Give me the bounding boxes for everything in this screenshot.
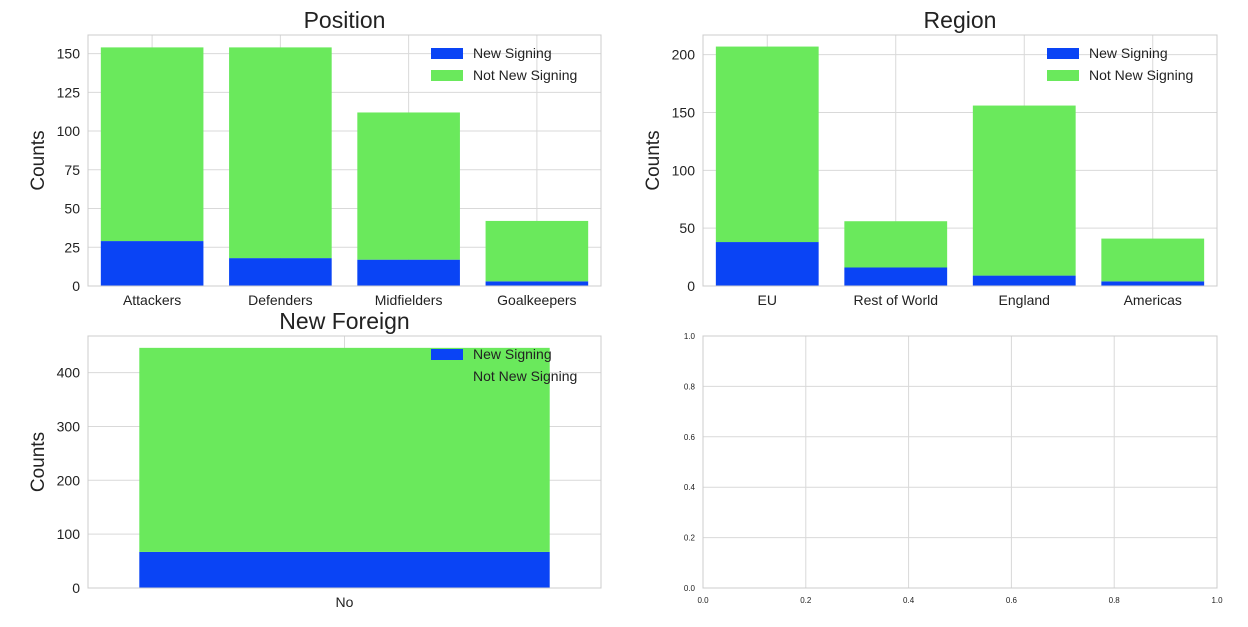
bar-new-signing-rest-of-world (844, 267, 948, 286)
legend-swatch-not-new-signing (431, 70, 463, 81)
bar-new-signing-americas (1101, 281, 1205, 286)
plot-frame (87, 335, 602, 589)
y-tick-label: 100 (672, 162, 696, 178)
y-axis-label: Counts (643, 130, 664, 190)
legend-label: Not New Signing (473, 67, 577, 83)
legend-label: New Signing (473, 346, 552, 362)
bar-new-signing-eu (715, 242, 819, 286)
y-tick-label: 200 (57, 472, 81, 488)
x-tick-label: 0.6 (1006, 596, 1018, 605)
legend-label: New Signing (1089, 45, 1168, 61)
x-tick-label: Midfielders (375, 292, 443, 308)
y-tick-label: 0.0 (684, 584, 696, 593)
y-tick-label: 50 (679, 220, 695, 236)
bar-not-new-signing-defenders (229, 47, 332, 259)
x-tick-label: Americas (1124, 292, 1182, 308)
chart-panel-2: 0 50 100 150 200 EU Rest of World England Americ… (643, 7, 1218, 308)
y-tick-label: 200 (672, 47, 696, 63)
y-tick-label: 0.4 (684, 483, 696, 492)
bar-new-signing-attackers (100, 241, 204, 286)
y-tick-label: 150 (57, 46, 81, 62)
chart-panel-3: 0 100 200 300 400 No New Foreign Counts New Sign… (28, 308, 602, 610)
plot-frame (702, 335, 1218, 589)
y-tick-label: 0.2 (684, 534, 696, 543)
bar-not-new-signing-eu (715, 46, 819, 243)
y-tick-label: 25 (64, 239, 80, 255)
bar-not-new-signing-americas (1101, 238, 1205, 282)
y-axis-label: Counts (28, 130, 49, 190)
legend-swatch-new-signing (431, 48, 463, 59)
bar-new-signing-defenders (229, 258, 332, 286)
bar-new-signing-goalkeepers (485, 281, 589, 286)
legend-swatch-not-new-signing (431, 371, 463, 382)
bar-not-new-signing-rest-of-world (844, 221, 948, 268)
x-tick-label: 0.0 (697, 596, 709, 605)
y-tick-label: 100 (57, 123, 81, 139)
plot-frame (702, 34, 1218, 287)
plot-frame (87, 34, 602, 287)
legend-label: Not New Signing (473, 368, 577, 384)
y-tick-label: 0.6 (684, 433, 696, 442)
x-tick-label: Rest of World (853, 292, 938, 308)
x-tick-label: Attackers (123, 292, 181, 308)
x-tick-label: Goalkeepers (497, 292, 576, 308)
x-tick-label: 0.8 (1109, 596, 1121, 605)
x-tick-label: 0.2 (800, 596, 812, 605)
chart-title: Position (304, 7, 386, 33)
bar-not-new-signing-attackers (100, 47, 204, 242)
chart-title: New Foreign (279, 308, 409, 334)
legend: New Signing Not New Signing (431, 45, 577, 83)
y-tick-label: 150 (672, 104, 696, 120)
y-tick-label: 400 (57, 365, 81, 381)
chart-title: Region (924, 7, 997, 33)
bar-new-signing-england (972, 275, 1076, 286)
x-tick-label: Defenders (248, 292, 313, 308)
chart-panel-1: 0 25 50 75 100 125 150 Attackers Defenders Midfie… (28, 7, 602, 308)
y-tick-label: 1.0 (684, 332, 696, 341)
legend: New Signing Not New Signing (1047, 45, 1193, 83)
y-tick-label: 100 (57, 526, 81, 542)
bar-new-signing-no (139, 551, 550, 588)
x-tick-label: 1.0 (1211, 596, 1223, 605)
legend-swatch-new-signing (431, 349, 463, 360)
legend: New Signing Not New Signing (431, 346, 577, 384)
bar-not-new-signing-midfielders (357, 112, 460, 260)
y-tick-label: 0 (72, 580, 80, 596)
y-tick-label: 0 (72, 278, 80, 294)
bar-not-new-signing-goalkeepers (485, 220, 589, 282)
x-tick-label: EU (758, 292, 777, 308)
bar-not-new-signing-england (972, 105, 1076, 276)
x-tick-label: 0.4 (903, 596, 915, 605)
y-axis-label: Counts (28, 432, 49, 492)
x-tick-label: England (999, 292, 1050, 308)
legend-swatch-not-new-signing (1047, 70, 1079, 81)
y-tick-label: 300 (57, 418, 81, 434)
legend-swatch-new-signing (1047, 48, 1079, 59)
y-tick-label: 0 (687, 278, 695, 294)
bar-not-new-signing-no (139, 347, 550, 552)
legend-label: Not New Signing (1089, 67, 1193, 83)
x-tick-label: No (336, 594, 354, 610)
y-tick-label: 125 (57, 84, 81, 100)
legend-label: New Signing (473, 45, 552, 61)
bar-new-signing-midfielders (357, 259, 460, 286)
chart-panel-4: 0.0 0.2 0.4 0.6 0.8 1.0 0.0 0.2 0.4 0.6 0.8 1.0 (684, 332, 1223, 605)
y-tick-label: 50 (64, 201, 80, 217)
y-tick-label: 0.8 (684, 382, 696, 391)
y-tick-label: 75 (64, 162, 80, 178)
